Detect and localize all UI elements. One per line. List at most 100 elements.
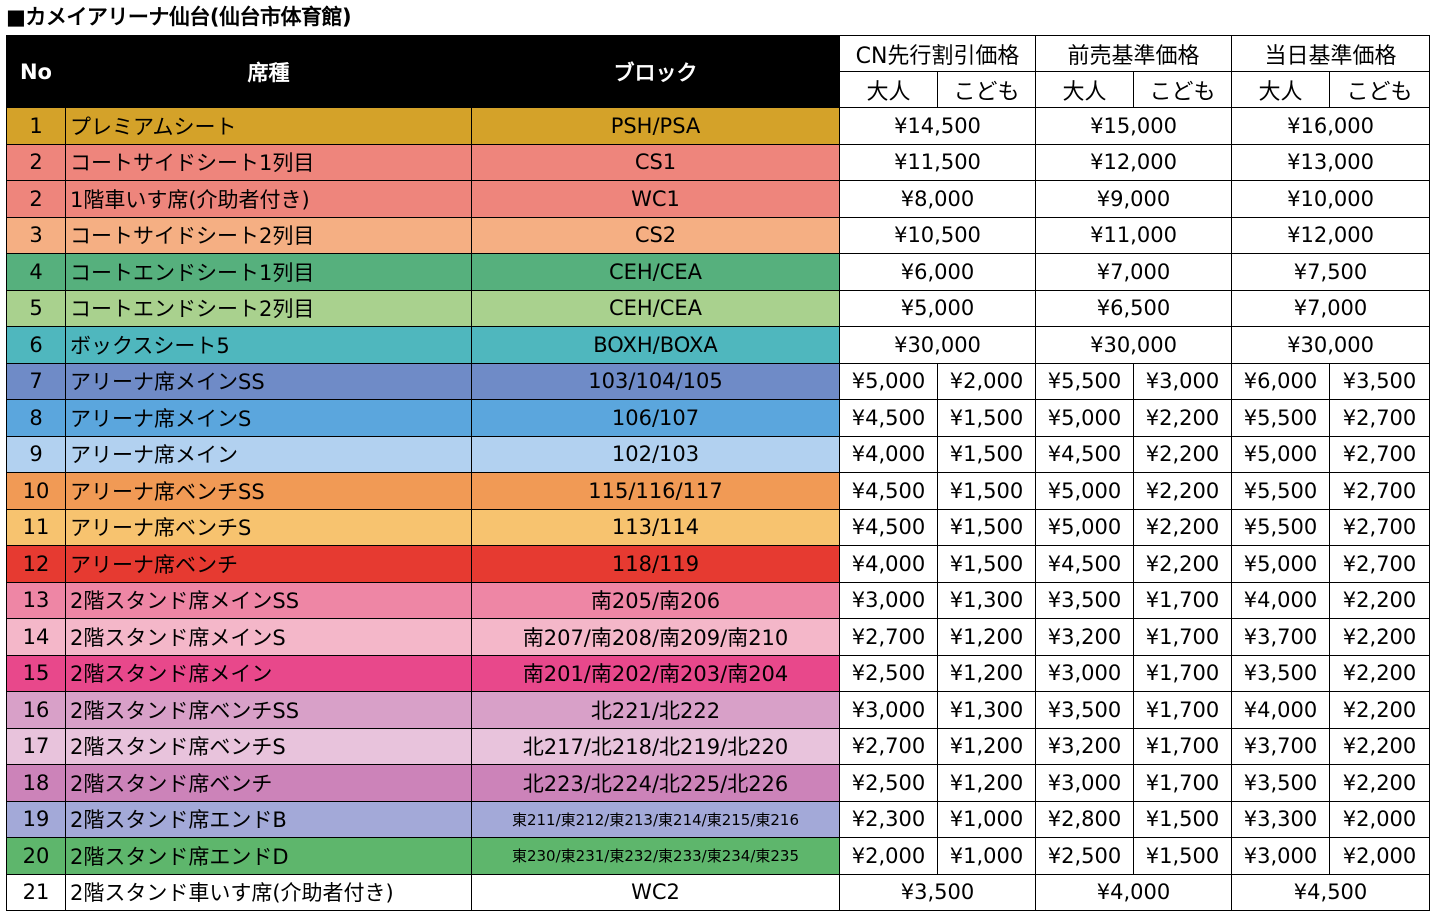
- table-row: 13 2階スタンド席メインSS 南205/南206 ¥3,000 ¥1,300 ¥3,50…: [6, 581, 1431, 619]
- seat-type-name: 2階スタンド席メインS: [65, 618, 472, 656]
- price-adult: ¥4,000: [839, 435, 938, 473]
- block-name: 102/103: [471, 435, 840, 473]
- row-number: 8: [6, 399, 66, 437]
- row-number: 19: [6, 800, 66, 838]
- block-name: 北217/北218/北219/北220: [471, 727, 840, 765]
- price-cell: ¥11,500: [838, 143, 1037, 181]
- price-adult: ¥3,300: [1231, 800, 1331, 838]
- table-row: 3 コートサイドシート2列目 CS2 ¥10,500 ¥11,000 ¥12,000: [6, 216, 1431, 254]
- price-child: ¥2,200: [1133, 545, 1233, 583]
- seat-type-name: 2階スタンド席ベンチ: [65, 764, 472, 802]
- price-child: ¥1,700: [1133, 691, 1233, 729]
- block-name: WC2: [471, 873, 840, 911]
- price-adult: ¥2,300: [839, 800, 938, 838]
- price-adult: ¥2,800: [1035, 800, 1135, 838]
- price-child: ¥2,700: [1329, 545, 1431, 583]
- table-row: 5 コートエンドシート2列目 CEH/CEA ¥5,000 ¥6,500 ¥7,000: [6, 289, 1431, 327]
- price-cell: ¥14,500: [838, 107, 1037, 145]
- table-body: 1 プレミアムシート PSH/PSA ¥14,500 ¥15,000 ¥16,000 2 コー…: [6, 107, 1431, 911]
- table-row: 14 2階スタンド席メインS 南207/南208/南209/南210 ¥2,700 ¥1…: [6, 618, 1431, 656]
- seat-type-name: ボックスシート5: [65, 326, 472, 364]
- header-child: こども: [1133, 71, 1233, 108]
- row-number: 21: [6, 873, 66, 911]
- block-name: CEH/CEA: [471, 289, 840, 327]
- page-title: ■カメイアリーナ仙台(仙台市体育館): [6, 5, 352, 29]
- table-row: 12 アリーナ席ベンチ 118/119 ¥4,000 ¥1,500 ¥4,500 ¥2,20…: [6, 545, 1431, 583]
- seat-type-name: 2階スタンド席エンドB: [65, 800, 472, 838]
- table-row: 8 アリーナ席メインS 106/107 ¥4,500 ¥1,500 ¥5,000 ¥2,20…: [6, 399, 1431, 437]
- price-child: ¥2,000: [1329, 800, 1431, 838]
- block-name: 北223/北224/北225/北226: [471, 764, 840, 802]
- price-table: No 席種 ブロック CN先行割引価格 前売基準価格 当日基準価格 大人 こども…: [6, 35, 1431, 911]
- price-cell: ¥30,000: [1231, 326, 1431, 364]
- block-name: CS2: [471, 216, 840, 254]
- price-adult: ¥3,700: [1231, 618, 1331, 656]
- block-name: BOXH/BOXA: [471, 326, 840, 364]
- price-adult: ¥4,000: [839, 545, 938, 583]
- price-adult: ¥3,500: [1035, 581, 1135, 619]
- price-adult: ¥5,000: [839, 362, 938, 400]
- table-row: 7 アリーナ席メインSS 103/104/105 ¥5,000 ¥2,000 ¥5,500…: [6, 362, 1431, 400]
- row-number: 16: [6, 691, 66, 729]
- row-number: 10: [6, 472, 66, 510]
- price-child: ¥2,200: [1329, 691, 1431, 729]
- seat-type-name: 1階車いす席(介助者付き): [65, 180, 472, 218]
- header-adult: 大人: [1231, 71, 1331, 108]
- price-child: ¥1,700: [1133, 581, 1233, 619]
- block-name: 南201/南202/南203/南204: [471, 654, 840, 692]
- price-child: ¥2,000: [936, 362, 1037, 400]
- price-child: ¥1,200: [936, 618, 1037, 656]
- table-row: 1 プレミアムシート PSH/PSA ¥14,500 ¥15,000 ¥16,000: [6, 107, 1431, 145]
- price-child: ¥1,700: [1133, 764, 1233, 802]
- table-row: 20 2階スタンド席エンドD 東230/東231/東232/東233/東234/東2…: [6, 837, 1431, 875]
- seat-type-name: コートサイドシート1列目: [65, 143, 472, 181]
- price-adult: ¥4,000: [1231, 691, 1331, 729]
- price-child: ¥1,300: [936, 581, 1037, 619]
- price-adult: ¥3,700: [1231, 727, 1331, 765]
- price-child: ¥1,000: [936, 837, 1037, 875]
- seat-type-name: プレミアムシート: [65, 107, 472, 145]
- price-cell: ¥6,000: [838, 253, 1037, 291]
- price-cell: ¥15,000: [1035, 107, 1233, 145]
- price-child: ¥2,200: [1133, 435, 1233, 473]
- price-adult: ¥4,500: [839, 472, 938, 510]
- price-adult: ¥3,200: [1035, 727, 1135, 765]
- seat-type-name: 2階スタンド席ベンチS: [65, 727, 472, 765]
- block-name: 東230/東231/東232/東233/東234/東235: [471, 837, 840, 875]
- header-cn-presale-price: CN先行割引価格: [838, 35, 1037, 72]
- header-child: こども: [1329, 71, 1431, 108]
- row-number: 5: [6, 289, 66, 327]
- price-cell: ¥7,000: [1231, 289, 1431, 327]
- price-adult: ¥4,500: [1035, 545, 1135, 583]
- price-child: ¥1,700: [1133, 654, 1233, 692]
- table-row: 9 アリーナ席メイン 102/103 ¥4,000 ¥1,500 ¥4,500 ¥2,200…: [6, 435, 1431, 473]
- row-number: 4: [6, 253, 66, 291]
- block-name: CEH/CEA: [471, 253, 840, 291]
- price-child: ¥2,200: [1329, 654, 1431, 692]
- price-cell: ¥3,500: [838, 873, 1037, 911]
- price-child: ¥2,700: [1329, 435, 1431, 473]
- price-child: ¥2,000: [1329, 837, 1431, 875]
- block-name: WC1: [471, 180, 840, 218]
- price-child: ¥1,500: [936, 545, 1037, 583]
- price-adult: ¥4,500: [839, 399, 938, 437]
- price-adult: ¥4,500: [839, 508, 938, 546]
- price-cell: ¥12,000: [1035, 143, 1233, 181]
- seat-type-name: 2階スタンド車いす席(介助者付き): [65, 873, 472, 911]
- price-cell: ¥10,500: [838, 216, 1037, 254]
- price-child: ¥3,000: [1133, 362, 1233, 400]
- price-cell: ¥8,000: [838, 180, 1037, 218]
- table-row: 17 2階スタンド席ベンチS 北217/北218/北219/北220 ¥2,700 ¥1…: [6, 727, 1431, 765]
- price-cell: ¥13,000: [1231, 143, 1431, 181]
- row-number: 9: [6, 435, 66, 473]
- header-door-price: 当日基準価格: [1231, 35, 1431, 72]
- price-child: ¥1,700: [1133, 618, 1233, 656]
- price-child: ¥1,500: [1133, 800, 1233, 838]
- table-row: 4 コートエンドシート1列目 CEH/CEA ¥6,000 ¥7,000 ¥7,500: [6, 253, 1431, 291]
- price-adult: ¥2,700: [839, 727, 938, 765]
- price-adult: ¥2,000: [839, 837, 938, 875]
- price-adult: ¥2,500: [839, 764, 938, 802]
- header-advance-price: 前売基準価格: [1035, 35, 1233, 72]
- block-name: 北221/北222: [471, 691, 840, 729]
- price-adult: ¥5,500: [1035, 362, 1135, 400]
